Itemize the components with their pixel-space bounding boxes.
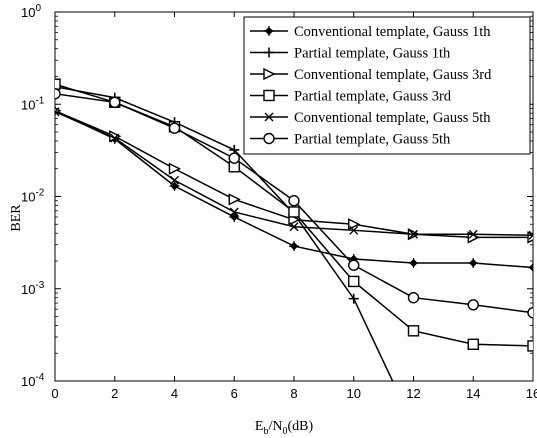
marker-square — [407, 325, 420, 337]
marker-x — [349, 225, 359, 235]
marker-circle — [288, 195, 300, 207]
marker-x — [55, 107, 60, 117]
legend-item: Partial template, Gauss 5th — [250, 132, 451, 148]
legend-item: Conventional template, Gauss 5th — [250, 110, 491, 126]
x-tick-label: 8 — [290, 386, 297, 401]
marker-diamond-cross — [169, 180, 180, 191]
x-tick-label: 16 — [526, 386, 537, 401]
y-tick-label: 100 — [21, 3, 41, 20]
marker-x — [264, 112, 274, 122]
marker-circle — [168, 122, 181, 134]
marker-circle — [527, 307, 533, 319]
marker-plus — [348, 293, 359, 304]
x-axis: 0 2 4 6 8 10 12 14 16 — [51, 12, 537, 401]
x-tick-label: 2 — [111, 386, 118, 401]
series-6 — [55, 88, 533, 319]
marker-x — [409, 229, 418, 239]
marker-x — [170, 175, 179, 185]
legend: Conventional template, Gauss 1th Partial … — [243, 16, 531, 155]
y-tick-label: 10-3 — [21, 280, 45, 297]
legend-label: Partial template, Gauss 5th — [294, 132, 451, 148]
x-tick-label: 10 — [347, 386, 361, 401]
x-tick-label: 14 — [466, 386, 480, 401]
marker-x — [229, 207, 239, 217]
x-tick-label: 0 — [51, 386, 58, 401]
legend-label: Conventional template, Gauss 3rd — [294, 67, 492, 83]
series-layer — [55, 78, 533, 381]
legend-label: Conventional template, Gauss 5th — [294, 110, 491, 126]
legend-item: Conventional template, Gauss 1th — [250, 24, 491, 40]
x-tick-label: 12 — [406, 386, 420, 401]
marker-circle — [55, 88, 61, 100]
marker-diamond-cross — [468, 258, 479, 269]
legend-item: Partial template, Gauss 3rd — [250, 89, 452, 105]
y-axis-title: BER — [9, 204, 24, 232]
legend-box — [243, 16, 531, 155]
marker-circle — [228, 152, 240, 164]
marker-x — [528, 230, 533, 240]
x-axis-title: Eb/N0(dB) — [255, 419, 314, 437]
marker-circle — [109, 96, 121, 108]
y-tick-label: 10-4 — [21, 372, 45, 389]
marker-circle — [348, 259, 360, 271]
x-tick-label: 4 — [171, 386, 178, 401]
legend-label: Partial template, Gauss 3rd — [294, 89, 452, 105]
y-tick-label: 10-2 — [21, 188, 45, 205]
marker-square — [467, 338, 479, 350]
marker-square — [527, 340, 533, 352]
marker-triangle — [348, 218, 361, 231]
marker-square — [348, 275, 360, 288]
marker-circle — [407, 291, 420, 304]
marker-square — [55, 78, 61, 90]
marker-square — [288, 206, 300, 218]
marker-triangle — [263, 67, 276, 81]
marker-circle — [263, 132, 275, 145]
marker-plus — [264, 47, 274, 58]
legend-label: Partial template, Gauss 1th — [294, 46, 451, 62]
marker-square — [263, 89, 275, 102]
marker-x — [110, 133, 120, 143]
marker-diamond-cross — [408, 258, 419, 269]
y-axis: 100 10-1 10-2 10-3 10-4 — [21, 3, 533, 389]
marker-diamond-cross — [229, 211, 240, 222]
marker-x — [289, 222, 299, 232]
marker-diamond-cross — [264, 26, 274, 36]
marker-circle — [467, 299, 479, 311]
marker-x — [468, 229, 478, 239]
series-5 — [55, 107, 533, 240]
marker-diamond-cross — [528, 262, 533, 273]
marker-triangle — [168, 162, 182, 175]
y-tick-label: 10-1 — [21, 95, 45, 112]
marker-diamond-cross — [289, 241, 299, 252]
legend-item: Partial template, Gauss 1th — [250, 46, 451, 62]
legend-label: Conventional template, Gauss 1th — [294, 24, 491, 40]
x-tick-label: 6 — [231, 386, 238, 401]
legend-item: Conventional template, Gauss 3rd — [250, 67, 492, 83]
marker-triangle — [228, 193, 241, 206]
